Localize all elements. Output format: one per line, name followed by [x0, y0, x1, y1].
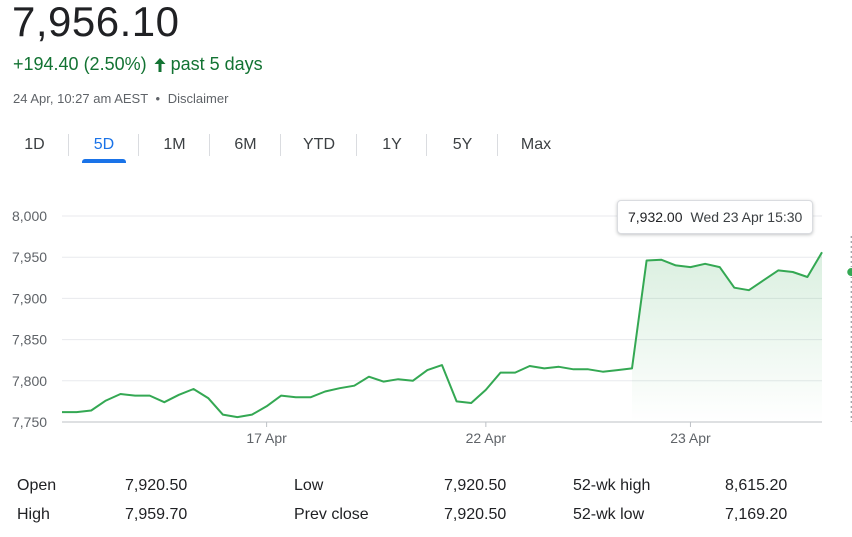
tab-label: 6M	[234, 136, 257, 153]
range-tabs: 1D 5D 1M 6M YTD 1Y 5Y Max	[0, 127, 574, 163]
quote-timestamp: 24 Apr, 10:27 am AEST	[13, 91, 148, 106]
arrow-up-icon	[154, 57, 166, 72]
tab-max[interactable]: Max	[498, 127, 574, 163]
stat-value-open: 7,920.50	[125, 477, 188, 494]
y-tick-label: 7,750	[12, 414, 47, 430]
y-tick-label: 7,800	[12, 373, 47, 389]
stat-value-prev-close: 7,920.50	[444, 506, 507, 523]
y-tick-label: 7,900	[12, 290, 47, 306]
change-period: past 5 days	[170, 54, 263, 74]
stats-row: Open 7,920.50 Low 7,920.50 52-wk high 8,…	[17, 475, 817, 504]
tab-label: 1M	[163, 136, 186, 153]
tab-label: 5Y	[452, 136, 473, 153]
tab-label: Max	[520, 136, 552, 153]
stat-label-low: Low	[294, 477, 324, 494]
stat-label-52wk-low: 52-wk low	[573, 506, 645, 523]
stat-label-high: High	[17, 506, 50, 523]
x-tick-label: 22 Apr	[466, 430, 507, 446]
active-tab-indicator	[82, 159, 126, 163]
tab-6m[interactable]: 6M	[210, 127, 281, 163]
stat-value-52wk-low: 7,169.20	[725, 506, 788, 523]
tab-label: 1Y	[382, 136, 402, 153]
stat-value-high: 7,959.70	[125, 506, 188, 523]
stat-label-52wk-high: 52-wk high	[573, 477, 651, 494]
stats-table: Open 7,920.50 Low 7,920.50 52-wk high 8,…	[17, 475, 817, 533]
tab-label: YTD	[303, 136, 335, 153]
hover-point	[846, 267, 852, 278]
price-line	[62, 251, 823, 419]
stat-value-52wk-high: 8,615.20	[725, 477, 788, 494]
y-tick-label: 7,850	[12, 332, 47, 348]
stat-label-open: Open	[17, 477, 57, 494]
disclaimer-link[interactable]: Disclaimer	[167, 91, 229, 106]
chart-tooltip: 7,932.00 Wed 23 Apr 15:30	[617, 200, 814, 234]
meta-separator: •	[155, 91, 161, 106]
current-price: 7,956.10	[12, 0, 180, 45]
y-tick-label: 8,000	[12, 208, 47, 224]
tooltip-date: Wed 23 Apr 15:30	[690, 209, 803, 225]
tab-label: 1D	[24, 136, 45, 153]
x-tick-label: 23 Apr	[670, 430, 711, 446]
tab-5d[interactable]: 5D	[69, 127, 139, 163]
tab-1y[interactable]: 1Y	[357, 127, 427, 163]
tab-1d[interactable]: 1D	[0, 127, 69, 163]
tab-5y[interactable]: 5Y	[427, 127, 498, 163]
tab-label: 5D	[93, 136, 115, 153]
tab-ytd[interactable]: YTD	[281, 127, 357, 163]
tab-1m[interactable]: 1M	[139, 127, 210, 163]
stat-label-prev-close: Prev close	[294, 506, 369, 523]
price-change: +194.40 (2.50%)	[13, 54, 147, 74]
price-change-row: +194.40 (2.50%) past 5 days	[13, 54, 263, 75]
x-tick-label: 17 Apr	[246, 430, 287, 446]
quote-meta: 24 Apr, 10:27 am AEST • Disclaimer	[13, 91, 228, 106]
y-tick-label: 7,950	[12, 249, 47, 265]
tooltip-value: 7,932.00	[628, 209, 683, 225]
price-chart[interactable]: 8,000 7,950 7,900 7,850 7,800 7,750 17 Apr 22 A…	[0, 190, 852, 455]
stat-value-low: 7,920.50	[444, 477, 507, 494]
stats-row: High 7,959.70 Prev close 7,920.50 52-wk …	[17, 504, 817, 533]
price-area-fill	[632, 252, 822, 422]
